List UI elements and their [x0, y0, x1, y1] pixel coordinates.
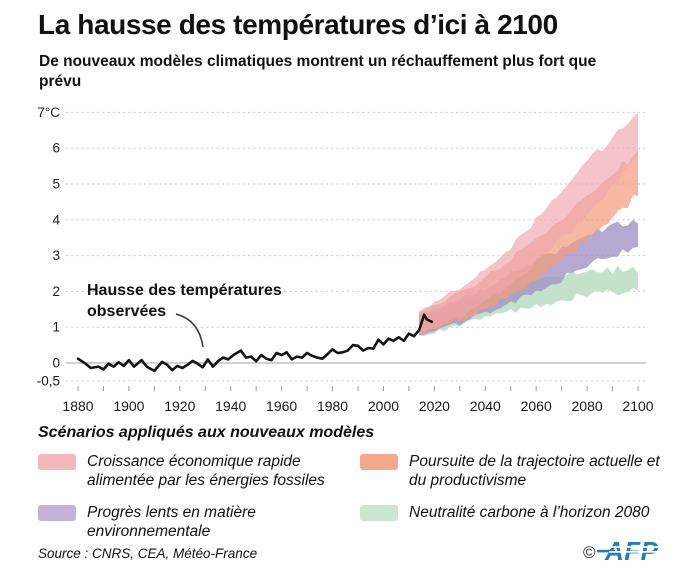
scenario-band: [419, 265, 638, 337]
legend-item-label: Neutralité carbone à l’horizon 2080: [409, 503, 650, 521]
x-tick-label: 2060: [521, 398, 552, 414]
afp-logo-dash: [597, 549, 615, 553]
x-tick-label: 1920: [164, 398, 195, 414]
observed-temperature-line: [76, 313, 434, 373]
observed-line: [76, 313, 434, 373]
afp-logo: © AFP: [583, 535, 679, 572]
afp-logo-stripe: [611, 546, 673, 548]
page-title: La hausse des températures d’ici à 2100: [38, 9, 558, 40]
y-tick-label: 2: [52, 284, 60, 299]
x-tick-label: 2000: [368, 398, 399, 414]
x-tick-label: 2100: [622, 398, 653, 414]
legend-item-slow-progress: Progrès lents en matière environnemental…: [38, 503, 360, 542]
copyright-icon: ©: [583, 543, 596, 562]
observed-annotation: Hausse des températures observées: [87, 282, 282, 320]
y-tick-label: 0: [52, 356, 60, 371]
y-tick-label: 7°C: [37, 105, 60, 120]
legend-item-label: Poursuite de la trajectoire actuelle et …: [409, 453, 660, 490]
legend-item-label: Progrès lents en matière environnemental…: [87, 503, 256, 541]
legend-title: Scénarios appliqués aux nouveaux modèles: [38, 424, 375, 441]
legend-item-label: Croissance économique rapide alimentée p…: [87, 453, 325, 490]
y-tick-label: 3: [52, 248, 60, 263]
scenario-bands: [419, 112, 638, 337]
x-tick-label: 2040: [470, 398, 501, 414]
afp-logo-svg: © AFP: [583, 536, 673, 566]
legend-item-carbon-neutral: Neutralité carbone à l’horizon 2080: [360, 503, 660, 542]
x-tick-label: 1980: [317, 398, 348, 414]
source-text: Source : CNRS, CEA, Météo-France: [38, 546, 258, 561]
y-tick-label: 1: [52, 320, 60, 335]
y-tick-label: -0,5: [37, 373, 60, 388]
x-tick-label: 1960: [266, 398, 297, 414]
afp-logo-stripe: [609, 551, 673, 553]
legend: Scénarios appliqués aux nouveaux modèles…: [38, 424, 686, 542]
legend-grid: Croissance économique rapide alimentée p…: [38, 452, 686, 542]
legend-swatch-purple: [38, 504, 76, 521]
x-tick-label: 1880: [62, 398, 93, 414]
page-subtitle: De nouveaux modèles climatiques montrent…: [39, 53, 597, 91]
x-tick-label: 1900: [113, 398, 144, 414]
x-tick-label: 2020: [419, 398, 450, 414]
legend-item-fossil: Croissance économique rapide alimentée p…: [38, 452, 360, 491]
y-tick-label: 6: [52, 141, 60, 156]
scenario-band: [419, 112, 638, 335]
legend-swatch-pink: [38, 454, 76, 470]
chart-area: 7°C 6 5 4 3 2 1 0 -0,5 1880 1900 1920 1940 1960 1980 20…: [0, 98, 700, 420]
legend-item-current-trajectory: Poursuite de la trajectoire actuelle et …: [360, 452, 660, 491]
annotation-pointer: [175, 313, 204, 348]
y-tick-label: 5: [52, 177, 60, 192]
x-tick-label: 1940: [215, 398, 246, 414]
legend-swatch-green: [360, 504, 398, 521]
legend-swatch-orange: [360, 454, 398, 470]
y-tick-label: 4: [52, 212, 60, 227]
x-tick-label: 2080: [572, 398, 603, 414]
